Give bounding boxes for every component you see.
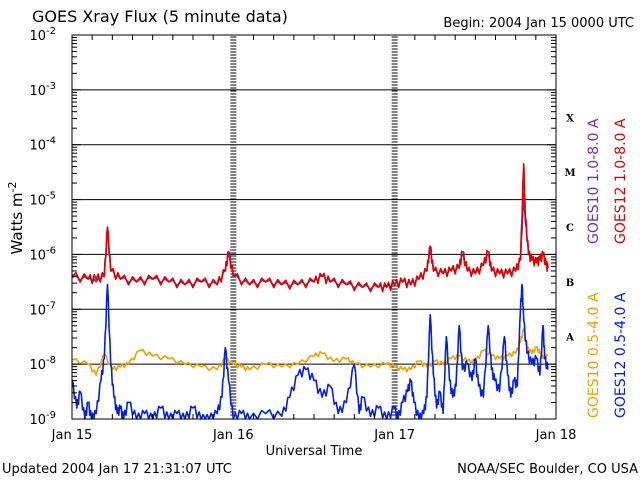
legend-entry: GOES10 0.5-4.0 A bbox=[586, 292, 602, 418]
y-tick-label: 10-2 bbox=[29, 26, 56, 44]
legend-label: GOES10 0.5-4.0 A bbox=[586, 292, 602, 418]
series-line bbox=[71, 193, 549, 291]
grid-lines bbox=[72, 89, 556, 365]
legend-label: GOES10 1.0-8.0 A bbox=[586, 118, 602, 244]
y-tick-label: 10-5 bbox=[29, 191, 56, 209]
begin-label: Begin: 2004 Jan 15 0000 UTC bbox=[443, 16, 634, 31]
y-tick-labels: 10-2 10-3 10-4 10-5 10-6 10-7 10-8 10-9 bbox=[29, 26, 56, 428]
flare-class-label: X bbox=[566, 113, 574, 124]
legend-label: GOES12 0.5-4.0 A bbox=[613, 292, 629, 418]
flare-class-label: C bbox=[566, 223, 574, 234]
axis-ticks bbox=[72, 34, 556, 420]
x-axis-label: Universal Time bbox=[266, 444, 363, 459]
legend-entry: GOES10 1.0-8.0 A bbox=[586, 118, 602, 244]
chart-title: GOES Xray Flux (5 minute data) bbox=[32, 7, 288, 26]
legend-entry: GOES12 0.5-4.0 A bbox=[613, 292, 629, 418]
series-lines bbox=[71, 163, 549, 420]
day-dashed-ticks bbox=[230, 36, 398, 416]
flare-class-label: M bbox=[564, 168, 575, 179]
y-tick-label: 10-4 bbox=[29, 136, 56, 154]
y-tick-label: 10-3 bbox=[29, 81, 56, 99]
flare-class-label: B bbox=[566, 278, 574, 289]
plot-frame bbox=[71, 34, 557, 420]
footer-source: NOAA/SEC Boulder, CO USA bbox=[457, 462, 638, 477]
x-tick-labels: Jan 15 Jan 16 Jan 17 Jan 18 bbox=[51, 428, 577, 443]
x-tick-label: Jan 15 bbox=[51, 428, 93, 443]
y-tick-label: 10-7 bbox=[29, 300, 56, 318]
legend: GOES10 0.5-4.0 A GOES12 0.5-4.0 A GOES10 1… bbox=[586, 118, 629, 418]
y-axis-label: Watts m-2 bbox=[6, 182, 26, 255]
series-line bbox=[71, 283, 549, 420]
footer-updated: Updated 2004 Jan 17 21:31:07 UTC bbox=[2, 462, 232, 477]
y-tick-label: 10-9 bbox=[29, 410, 56, 428]
x-tick-label: Jan 18 bbox=[535, 428, 577, 443]
svg-text:Watts m-2: Watts m-2 bbox=[6, 182, 26, 255]
y-axis-label-text: Watts m bbox=[8, 192, 26, 254]
flare-class-label: A bbox=[565, 333, 574, 344]
y-tick-label: 10-6 bbox=[29, 245, 56, 263]
series-line bbox=[71, 327, 549, 376]
series-line bbox=[71, 163, 549, 293]
legend-label: GOES12 1.0-8.0 A bbox=[613, 118, 629, 244]
legend-entry: GOES12 1.0-8.0 A bbox=[613, 118, 629, 244]
y-axis-label-sup: -2 bbox=[6, 182, 19, 193]
y-tick-label: 10-8 bbox=[29, 355, 56, 373]
x-tick-label: Jan 17 bbox=[373, 428, 415, 443]
flare-class-labels: X M C B A bbox=[564, 113, 575, 343]
x-tick-label: Jan 16 bbox=[212, 428, 254, 443]
